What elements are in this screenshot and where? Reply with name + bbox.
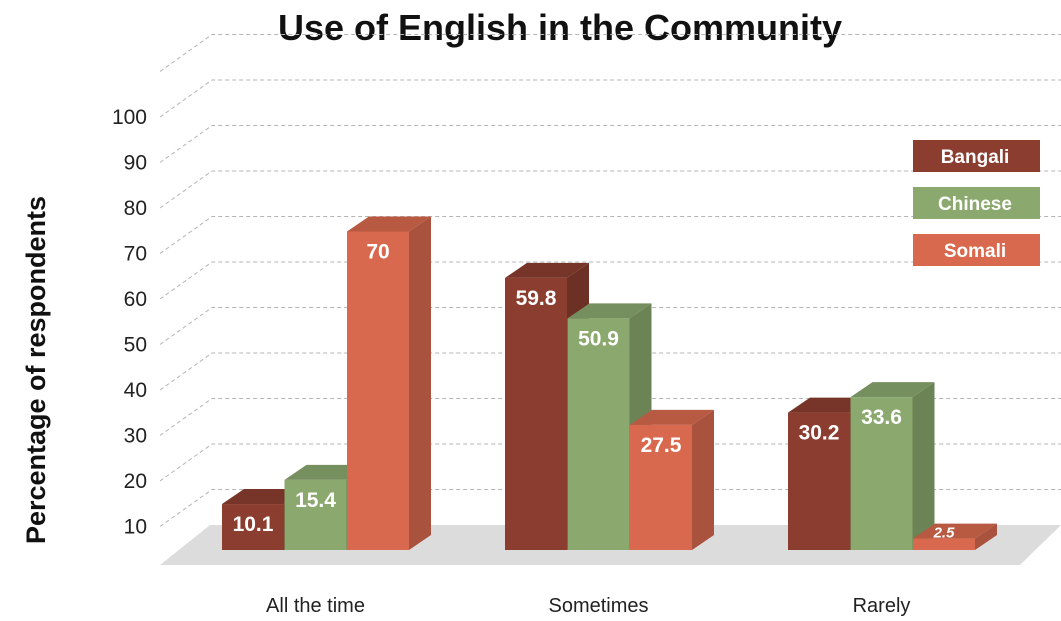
bar-somali-rarely: 2.5 [913,523,997,550]
y-tick-label: 30 [124,425,147,448]
y-tick-label: 90 [124,152,147,175]
bar-front [222,504,284,550]
y-tick-label: 100 [112,106,147,129]
gridline [159,79,1061,118]
gridline [159,125,1061,163]
category-label-sometimes: Sometimes [548,595,648,617]
data-label: 2.5 [933,525,956,542]
bar-front [913,538,975,550]
y-tick-label: 10 [124,516,147,539]
bar-front [788,412,850,550]
data-label: 27.5 [641,434,682,457]
category-label-all-the-time: All the time [266,595,365,617]
data-label: 10.1 [233,513,274,536]
category-label-rarely: Rarely [853,595,911,617]
legend-item-bangali: Bangali [913,140,1040,172]
gridline [159,307,1061,345]
data-label: 70 [366,241,389,264]
x-axis-categories: All the time Sometimes Rarely [266,595,910,617]
gridline [159,170,1061,209]
gridline [159,398,1061,436]
gridline [159,216,1061,254]
gridline [159,261,1061,300]
bar-side [975,523,997,550]
y-tick-label: 50 [124,334,147,357]
y-axis-label: Percentage of respondents [21,196,51,544]
bar-front [505,277,567,550]
y-tick-label: 60 [124,288,147,311]
data-label: 50.9 [578,327,619,350]
y-tick-label: 20 [124,470,147,493]
legend-swatch [913,187,1040,219]
bar-top [347,216,431,232]
bar-side [692,409,714,550]
data-label: 30.2 [799,422,840,445]
legend-label: Bangali [941,147,1010,168]
bar-front [567,318,630,550]
legend-item-somali: Somali [913,234,1040,266]
bar-front [850,397,913,550]
y-tick-label: 40 [124,379,147,402]
gridline [159,443,1061,482]
bar-top [505,262,589,278]
gridlines [159,34,1061,527]
bar-top [567,303,652,319]
data-label: 59.8 [516,287,557,310]
bar-top [630,409,714,425]
legend-swatch [913,140,1040,172]
bar-front [284,479,347,550]
bar-front [630,424,692,550]
data-label: 15.4 [295,489,336,512]
bar-chinese-rarely: 33.6 [850,382,935,550]
gridline [159,34,1061,72]
bar-somali-all-the-time: 70 [347,216,431,550]
bar-side [912,382,935,550]
bar-somali-sometimes: 27.5 [630,409,714,550]
y-tick-label: 80 [124,197,147,220]
data-label: 33.6 [861,406,902,429]
bar-side [409,216,431,550]
bar-top [850,382,935,398]
y-tick-label: 70 [124,243,147,266]
bar-top [913,523,997,539]
chart-title: Use of English in the Community [278,7,842,48]
legend-label: Chinese [938,194,1012,215]
legend-item-chinese: Chinese [913,187,1040,219]
gridline [159,489,1061,527]
bar-front [347,231,409,550]
bars: 10.1 15.4 70 59.8 50.9 27.5 30.2 33.6 2.5 [222,216,997,550]
legend: Bangali Chinese Somali [913,140,1040,266]
gridline [159,352,1061,391]
legend-swatch [913,234,1040,266]
y-axis-ticks: 10 20 30 40 50 60 70 80 90 100 [112,106,147,539]
legend-label: Somali [944,241,1006,262]
